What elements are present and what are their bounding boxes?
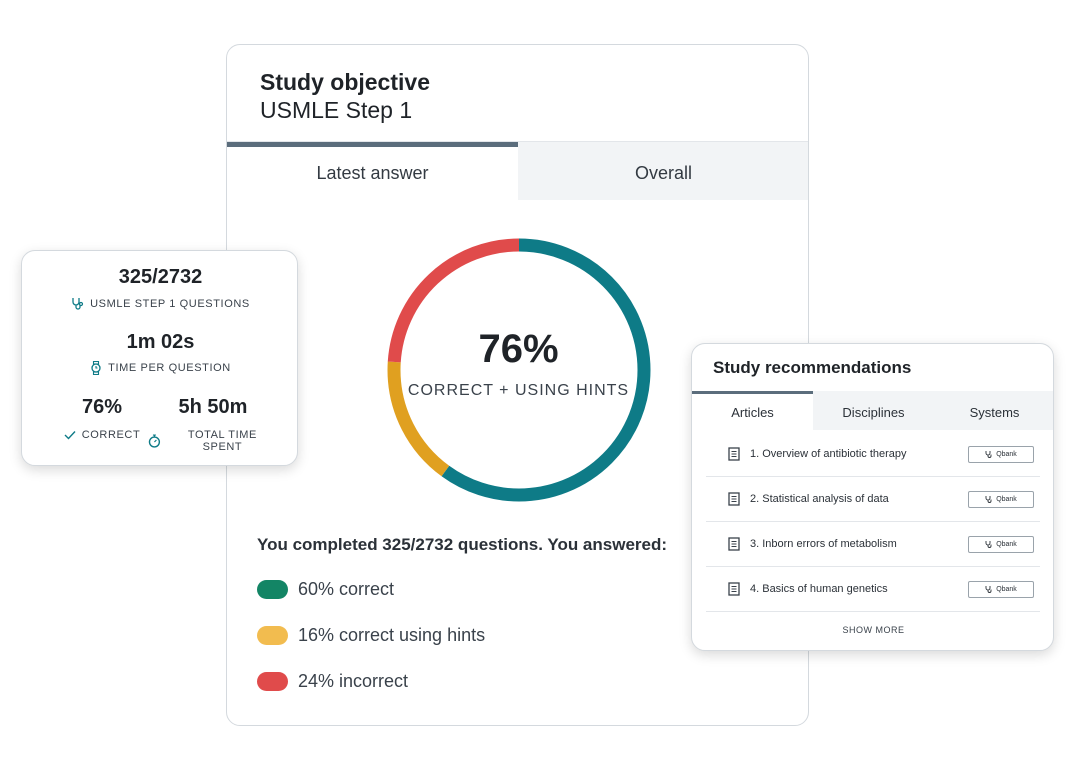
qbank-button-label: Qbank	[996, 495, 1017, 503]
study-recommendations-card: Study recommendations Articles Disciplin…	[691, 343, 1054, 651]
donut-percent: 76%	[478, 327, 559, 371]
objective-title: Study objective	[260, 69, 430, 95]
tab-overall[interactable]: Overall	[518, 142, 808, 200]
time-per-question-label: TIME PER QUESTION	[108, 362, 231, 374]
answer-tabs: Latest answer Overall	[227, 141, 808, 200]
qbank-button[interactable]: Qbank	[968, 580, 1034, 598]
questions-label: USMLE STEP 1 QUESTIONS	[90, 297, 250, 310]
tab-articles[interactable]: Articles	[692, 391, 813, 430]
legend-item-correct: 60% correct	[257, 579, 394, 600]
legend-item-hints: 16% correct using hints	[257, 625, 485, 646]
legend-swatch	[257, 672, 288, 691]
questions-label-row: USMLE STEP 1 QUESTIONS	[22, 297, 299, 310]
check-icon	[64, 431, 76, 440]
donut-segment-incorrect	[387, 238, 651, 502]
correct-stat: 76% CORRECT	[52, 396, 152, 441]
watch-icon	[91, 361, 101, 375]
qbank-button-label: Qbank	[996, 450, 1017, 458]
stethoscope-icon	[985, 541, 992, 548]
total-time-label: TOTAL TIME SPENT	[187, 429, 257, 453]
qbank-button-label: Qbank	[996, 540, 1017, 548]
total-time-stat: 5h 50m TOTAL TIME SPENT	[148, 396, 278, 453]
document-icon	[728, 537, 740, 551]
recommendation-text: 4. Basics of human genetics	[750, 583, 888, 595]
stopwatch-icon	[148, 434, 161, 448]
recommendation-tabs: Articles Disciplines Systems	[692, 391, 1053, 430]
tab-disciplines[interactable]: Disciplines	[813, 391, 934, 430]
time-per-question-value: 1m 02s	[126, 331, 195, 353]
stethoscope-icon	[985, 451, 992, 458]
stethoscope-icon	[985, 586, 992, 593]
recommendation-text: 2. Statistical analysis of data	[750, 493, 889, 505]
legend-label: 16% correct using hints	[298, 625, 486, 645]
legend-swatch	[257, 580, 288, 599]
show-more-link[interactable]: SHOW MORE	[842, 625, 905, 635]
recommendation-text: 3. Inborn errors of metabolism	[750, 538, 897, 550]
donut-caption: CORRECT + USING HINTS	[407, 382, 630, 399]
tab-systems[interactable]: Systems	[934, 391, 1053, 430]
legend-swatch	[257, 626, 288, 645]
results-donut-chart	[387, 238, 651, 502]
time-per-question-label-row: TIME PER QUESTION	[22, 361, 299, 375]
qbank-button[interactable]: Qbank	[968, 535, 1034, 553]
questions-count: 325/2732	[118, 266, 203, 288]
objective-subtitle: USMLE Step 1	[260, 97, 413, 123]
donut-segment-correct-using-hints	[387, 238, 651, 502]
stethoscope-icon	[72, 298, 84, 310]
correct-label: CORRECT	[81, 429, 141, 441]
list-item[interactable]: 2. Statistical analysis of data Qbank	[706, 477, 1040, 522]
legend-label: 60% correct	[298, 579, 395, 599]
correct-value: 76%	[81, 396, 123, 418]
list-item[interactable]: 3. Inborn errors of metabolism Qbank	[706, 522, 1040, 567]
legend-item-incorrect: 24% incorrect	[257, 671, 408, 692]
qbank-button-label: Qbank	[996, 585, 1017, 593]
correct-label-row: CORRECT	[52, 429, 152, 441]
tab-latest-answer[interactable]: Latest answer	[227, 142, 518, 200]
qbank-button[interactable]: Qbank	[968, 490, 1034, 508]
completion-summary: You completed 325/2732 questions. You an…	[257, 535, 668, 554]
document-icon	[728, 492, 740, 506]
stethoscope-icon	[985, 496, 992, 503]
document-icon	[728, 582, 740, 596]
list-item[interactable]: 1. Overview of antibiotic therapy Qbank	[706, 432, 1040, 477]
total-time-label-row: TOTAL TIME SPENT	[148, 429, 278, 453]
total-time-value: 5h 50m	[178, 396, 248, 418]
recommendation-text: 1. Overview of antibiotic therapy	[750, 448, 907, 460]
stats-card: 325/2732 USMLE STEP 1 QUESTIONS 1m 02s T…	[21, 250, 298, 466]
list-item[interactable]: 4. Basics of human genetics Qbank	[706, 567, 1040, 612]
legend-label: 24% incorrect	[298, 671, 409, 691]
document-icon	[728, 447, 740, 461]
recommendations-title: Study recommendations	[713, 358, 912, 377]
qbank-button[interactable]: Qbank	[968, 445, 1034, 463]
